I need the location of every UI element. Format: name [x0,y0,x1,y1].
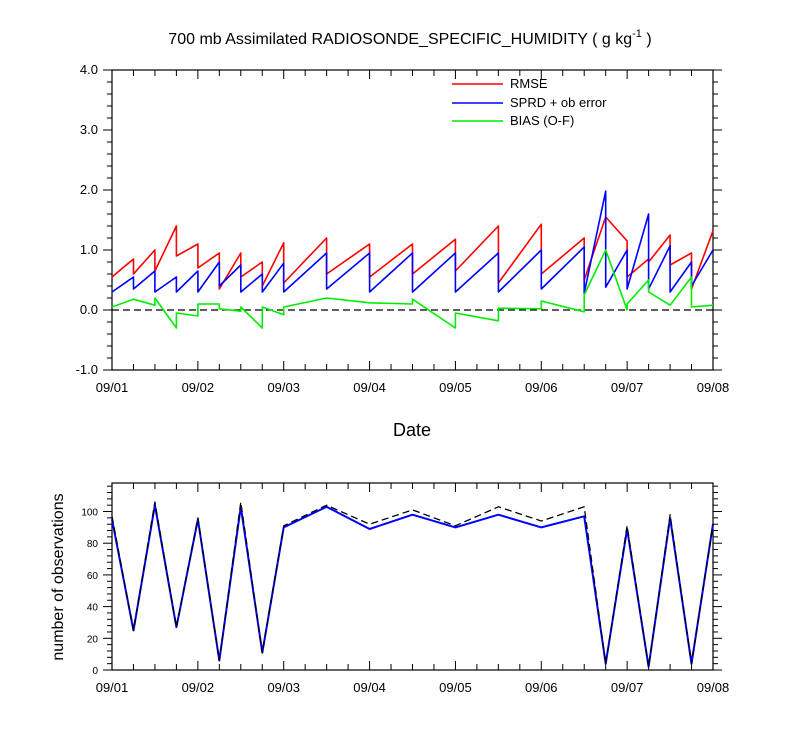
top-x-tick-label: 09/04 [353,380,386,395]
bottom-x-tick-label: 09/05 [439,680,472,695]
top-x-tick-label: 09/01 [96,380,129,395]
top-y-tick-label: 4.0 [80,62,98,77]
top-plot-frame [111,69,714,371]
bottom-plot-frame [111,482,714,671]
bottom-series-observations-possible [111,501,714,668]
bottom-x-tick-label: 09/01 [96,680,129,695]
bottom-x-tick-label: 09/03 [267,680,300,695]
bottom-y-tick-label: 80 [87,539,99,550]
top-x-tick-label: 09/05 [439,380,472,395]
y-axis-label-observations: number of observations [50,493,67,660]
bottom-chart: 09/01 09/02 09/03 09/04 09/05 09/06 09/07 09/08… [81,482,730,695]
top-chart-title: 700 mb Assimilated RADIOSONDE_SPECIFIC_H… [168,28,651,48]
legend-label-rmse: RMSE [510,76,548,91]
top-y-tick-label: 2.0 [80,182,98,197]
top-y-tick-label: -1.0 [76,362,98,377]
title-unit-exponent: -1 [632,28,642,40]
bottom-series-observations-used [111,504,714,668]
top-x-tick-label: 09/06 [525,380,558,395]
bottom-y-tick-label: 40 [87,603,99,614]
top-series-bias-o-f- [111,249,714,329]
legend-label-sprd: SPRD + ob error [510,95,607,110]
top-x-tick-label: 09/08 [697,380,730,395]
top-x-tick-label: 09/03 [267,380,300,395]
legend-label-bias: BIAS (O-F) [510,113,574,128]
title-main: 700 mb Assimilated RADIOSONDE_SPECIFIC_H… [168,31,632,48]
top-x-tick-label: 09/02 [182,380,215,395]
bottom-y-tick-label: 60 [87,571,99,582]
bottom-y-tick-label: 20 [87,634,99,645]
top-x-tick-label: 09/07 [611,380,644,395]
title-close: ) [642,31,652,48]
top-series-sprd-ob-error [111,190,714,295]
top-y-tick-label: 0.0 [80,302,98,317]
top-y-tick-label: 3.0 [80,122,98,137]
x-axis-label: Date [393,420,431,440]
bottom-x-tick-label: 09/02 [182,680,215,695]
bottom-x-tick-label: 09/04 [353,680,386,695]
bottom-x-tick-label: 09/06 [525,680,558,695]
legend: RMSE SPRD + ob error BIAS (O-F) [452,76,607,128]
bottom-x-tick-label: 09/07 [611,680,644,695]
bottom-x-tick-label: 09/08 [697,680,730,695]
bottom-y-tick-label: 0 [92,666,98,677]
bottom-y-tick-label: 100 [81,508,98,519]
top-y-tick-label: 1.0 [80,242,98,257]
top-chart: 09/01 09/02 09/03 09/04 09/05 09/06 09/07 09/08… [76,62,730,395]
